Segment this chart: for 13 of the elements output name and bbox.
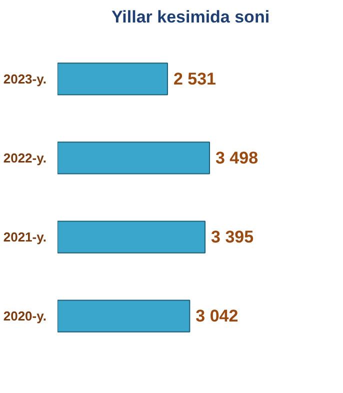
bar — [58, 142, 210, 174]
bar — [58, 220, 206, 254]
chart-title: Yillar kesimida soni — [111, 8, 270, 26]
bar — [58, 62, 168, 96]
data-label: 3 498 — [216, 148, 258, 168]
y-tick-label: 2020-y. — [3, 308, 47, 324]
y-tick-label: 2023-y. — [3, 71, 47, 86]
y-tick-label: 2021-y. — [3, 230, 47, 245]
data-label: 3 395 — [211, 228, 254, 247]
data-label: 3 042 — [196, 306, 238, 326]
y-tick-label: 2022-y. — [3, 150, 47, 166]
data-label: 2 531 — [173, 69, 216, 88]
bar — [58, 300, 190, 332]
